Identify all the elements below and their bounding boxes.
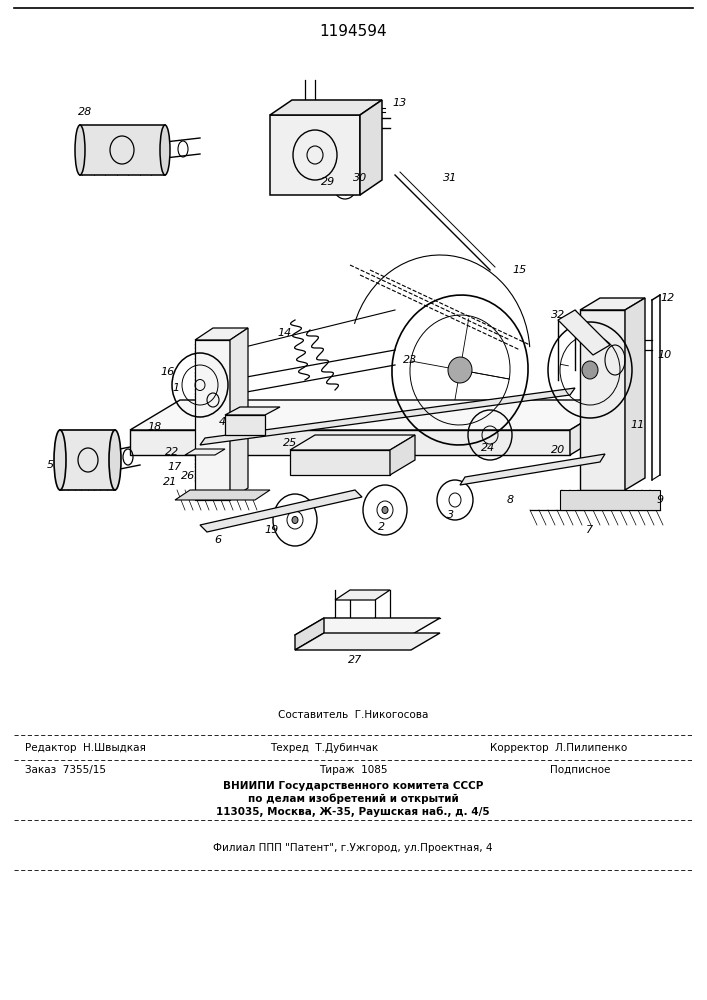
- Text: 8: 8: [506, 495, 513, 505]
- Text: 11: 11: [631, 420, 645, 430]
- Text: 9: 9: [656, 495, 664, 505]
- Text: ВНИИПИ Государственного комитета СССР: ВНИИПИ Государственного комитета СССР: [223, 781, 483, 791]
- Polygon shape: [580, 310, 625, 490]
- Text: 19: 19: [265, 525, 279, 535]
- Text: Составитель  Г.Никогосова: Составитель Г.Никогосова: [278, 710, 428, 720]
- Polygon shape: [570, 400, 620, 455]
- Text: 23: 23: [403, 355, 417, 365]
- Text: 1: 1: [173, 383, 180, 393]
- Polygon shape: [295, 618, 324, 650]
- Text: Техред  Т.Дубинчак: Техред Т.Дубинчак: [270, 743, 378, 753]
- Polygon shape: [225, 407, 280, 415]
- Ellipse shape: [160, 125, 170, 175]
- Text: 4: 4: [218, 417, 226, 427]
- Ellipse shape: [54, 430, 66, 490]
- Text: 16: 16: [161, 367, 175, 377]
- Ellipse shape: [109, 430, 121, 490]
- Text: 20: 20: [551, 445, 565, 455]
- Polygon shape: [558, 310, 610, 355]
- Polygon shape: [335, 590, 390, 600]
- Polygon shape: [625, 298, 645, 490]
- Text: 26: 26: [181, 471, 195, 481]
- Polygon shape: [225, 415, 265, 435]
- Text: 15: 15: [513, 265, 527, 275]
- Polygon shape: [130, 430, 570, 455]
- Text: Редактор  Н.Швыдкая: Редактор Н.Швыдкая: [25, 743, 146, 753]
- Polygon shape: [185, 449, 225, 455]
- Polygon shape: [390, 435, 415, 475]
- Text: 10: 10: [658, 350, 672, 360]
- Text: 30: 30: [353, 173, 367, 183]
- Text: Тираж  1085: Тираж 1085: [319, 765, 387, 775]
- Text: 27: 27: [348, 655, 362, 665]
- Text: Корректор  Л.Пилипенко: Корректор Л.Пилипенко: [490, 743, 627, 753]
- Text: 2: 2: [378, 522, 385, 532]
- Text: 113035, Москва, Ж-35, Раушская наб., д. 4/5: 113035, Москва, Ж-35, Раушская наб., д. …: [216, 807, 490, 817]
- Polygon shape: [270, 100, 382, 115]
- Text: 17: 17: [168, 462, 182, 472]
- Polygon shape: [195, 328, 248, 340]
- Text: 25: 25: [283, 438, 297, 448]
- Polygon shape: [80, 125, 165, 175]
- Polygon shape: [230, 328, 248, 500]
- Text: Заказ  7355/15: Заказ 7355/15: [25, 765, 106, 775]
- Text: 18: 18: [148, 422, 162, 432]
- Polygon shape: [460, 454, 605, 485]
- Text: 7: 7: [586, 525, 594, 535]
- Polygon shape: [290, 450, 390, 475]
- Polygon shape: [295, 618, 440, 635]
- Polygon shape: [175, 490, 270, 500]
- Text: 21: 21: [163, 477, 177, 487]
- Polygon shape: [270, 115, 360, 195]
- Text: 5: 5: [47, 460, 54, 470]
- Text: 24: 24: [481, 443, 495, 453]
- Text: 6: 6: [214, 535, 221, 545]
- Text: 3: 3: [448, 510, 455, 520]
- Text: 1194594: 1194594: [319, 24, 387, 39]
- Polygon shape: [580, 298, 645, 310]
- Ellipse shape: [382, 506, 388, 514]
- Polygon shape: [130, 400, 620, 430]
- Ellipse shape: [292, 516, 298, 524]
- Text: 22: 22: [165, 447, 179, 457]
- Text: 14: 14: [278, 328, 292, 338]
- Polygon shape: [290, 435, 415, 450]
- Polygon shape: [560, 490, 660, 510]
- Text: 31: 31: [443, 173, 457, 183]
- Text: 29: 29: [321, 177, 335, 187]
- Text: 12: 12: [661, 293, 675, 303]
- Text: 13: 13: [393, 98, 407, 108]
- Polygon shape: [200, 490, 362, 532]
- Polygon shape: [60, 430, 115, 490]
- Text: Подписное: Подписное: [550, 765, 610, 775]
- Polygon shape: [295, 633, 440, 650]
- Ellipse shape: [448, 357, 472, 383]
- Ellipse shape: [582, 361, 598, 379]
- Text: Филиал ППП "Патент", г.Ужгород, ул.Проектная, 4: Филиал ППП "Патент", г.Ужгород, ул.Проек…: [214, 843, 493, 853]
- Polygon shape: [195, 340, 230, 500]
- Polygon shape: [360, 100, 382, 195]
- Polygon shape: [200, 388, 575, 445]
- Text: по делам изобретений и открытий: по делам изобретений и открытий: [247, 794, 458, 804]
- Text: 32: 32: [551, 310, 565, 320]
- Text: 28: 28: [78, 107, 92, 117]
- Ellipse shape: [75, 125, 85, 175]
